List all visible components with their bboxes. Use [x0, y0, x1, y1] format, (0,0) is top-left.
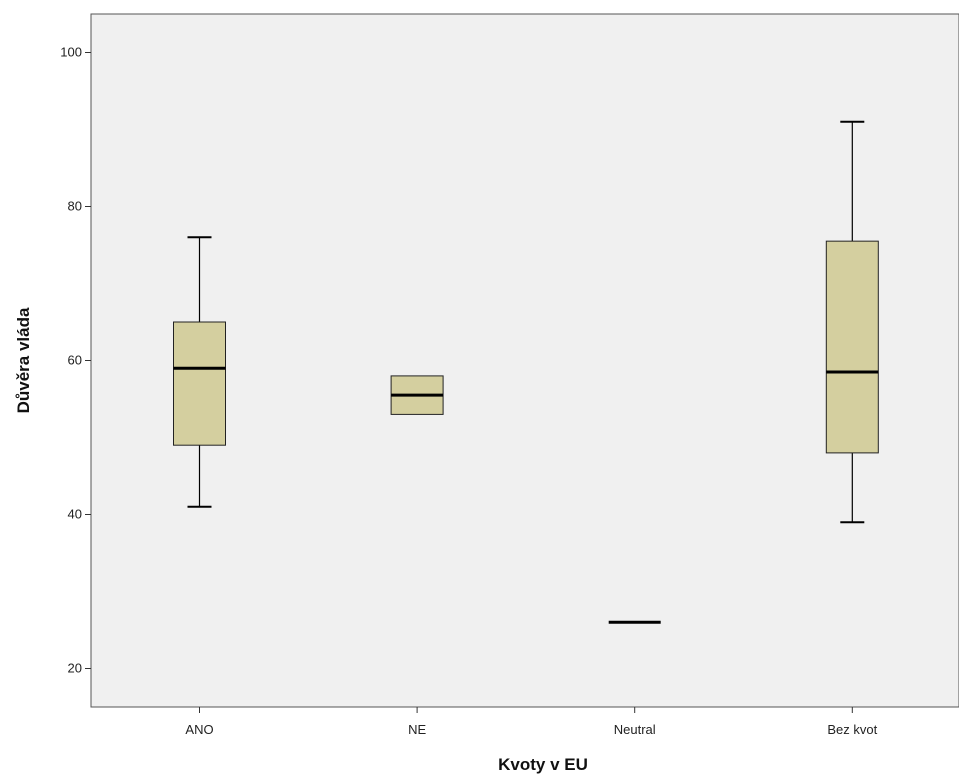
x-tick-label: Neutral: [614, 722, 656, 737]
y-tick-label: 40: [68, 507, 82, 522]
box-group: [173, 236, 226, 508]
y-axis-title: Důvěra vláda: [14, 307, 33, 413]
plot-area: [90, 13, 959, 708]
y-tick-label: 80: [68, 199, 82, 214]
y-axis: 20 40 60 80 100: [60, 45, 91, 676]
x-axis: ANO NE Neutral Bez kvot: [185, 707, 878, 737]
x-tick-label: ANO: [185, 722, 213, 737]
y-tick-label: 60: [68, 353, 82, 368]
iqr-box: [173, 321, 226, 446]
x-tick-label: NE: [408, 722, 426, 737]
y-tick-label: 20: [68, 661, 82, 676]
x-tick-label: Bez kvot: [827, 722, 877, 737]
box-group: [390, 375, 444, 415]
box-group: [825, 120, 879, 524]
boxes: [173, 120, 879, 624]
x-axis-title: Kvoty v EU: [498, 755, 588, 774]
iqr-box: [825, 240, 879, 454]
y-tick-label: 100: [60, 45, 82, 60]
